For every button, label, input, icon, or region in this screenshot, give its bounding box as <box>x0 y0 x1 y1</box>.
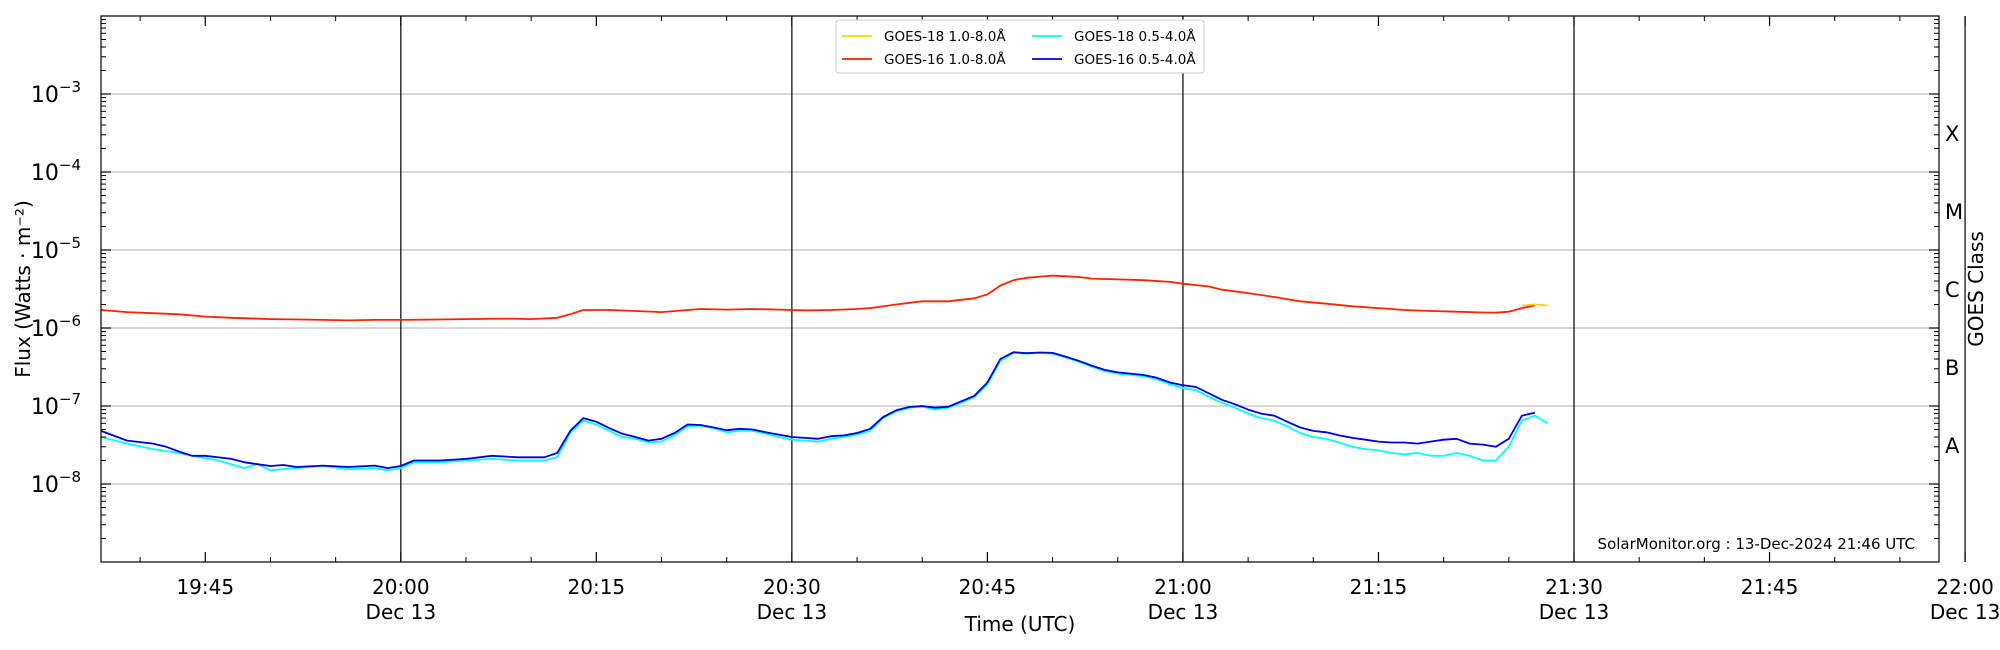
goes-class-axis-label: GOES Class <box>1964 231 1988 347</box>
x-tick-date-label: Dec 13 <box>366 600 437 624</box>
x-tick-label: 19:45 <box>176 575 234 599</box>
y-tick-label: 10−4 <box>31 156 81 186</box>
x-axis-label: Time (UTC) <box>964 612 1076 636</box>
legend-entry-label: GOES-18 1.0-8.0Å <box>884 28 1006 45</box>
goes-class-label: X <box>1945 122 1959 146</box>
series-line-goes-18-0-5-4-0- <box>100 352 1549 472</box>
y-axis-label: Flux (Watts · m⁻²) <box>11 200 35 378</box>
x-tick-label: 20:15 <box>568 575 626 599</box>
goes-class-label: A <box>1945 434 1960 458</box>
series-line-goes-18-1-0-8-0- <box>1521 303 1548 307</box>
x-tick-label: 21:30 <box>1545 575 1603 599</box>
y-tick-label: 10−3 <box>31 78 81 108</box>
goes-class-label: C <box>1945 278 1960 302</box>
series-line-goes-16-1-0-8-0- <box>100 274 1536 322</box>
x-tick-label: 22:00 <box>1936 575 1994 599</box>
x-tick-label: 21:45 <box>1741 575 1799 599</box>
y-axis: 10−3 10−4 10−5 10−6 10−7 10−8 <box>31 19 1939 540</box>
y-tick-label: 10−8 <box>31 468 81 498</box>
goes-class-axis: X M C B A <box>1945 122 1963 458</box>
x-tick-date-label: Dec 13 <box>1539 600 1610 624</box>
x-tick-label: 20:45 <box>959 575 1017 599</box>
legend-entry-label: GOES-18 0.5-4.0Å <box>1074 28 1196 45</box>
x-tick-date-label: Dec 13 <box>757 600 828 624</box>
x-tick-date-label: Dec 13 <box>1148 600 1219 624</box>
goes-class-label: B <box>1945 356 1959 380</box>
x-tick-label: 20:30 <box>763 575 821 599</box>
goes-class-label: M <box>1945 200 1963 224</box>
y-tick-label: 10−7 <box>31 390 81 420</box>
series-line-goes-16-0-5-4-0- <box>100 351 1536 469</box>
legend-entry-label: GOES-16 0.5-4.0Å <box>1074 51 1196 68</box>
x-tick-label: 21:00 <box>1154 575 1212 599</box>
x-tick-label: 21:15 <box>1350 575 1408 599</box>
day-lines <box>400 16 1966 562</box>
x-tick-label: 20:00 <box>372 575 430 599</box>
x-tick-date-label: Dec 13 <box>1930 600 2000 624</box>
grid-layer <box>101 93 1939 485</box>
legend-box <box>835 19 1205 74</box>
series-layer <box>100 274 1549 472</box>
legend: GOES-18 1.0-8.0Å GOES-18 0.5-4.0Å GOES-16 … <box>835 19 1205 74</box>
solarmonitor-annotation: SolarMonitor.org : 13-Dec-2024 21:46 UTC <box>1598 535 1915 553</box>
legend-entry-label: GOES-16 1.0-8.0Å <box>884 51 1006 68</box>
y-tick-label: 10−5 <box>31 234 81 264</box>
y-tick-label: 10−6 <box>31 312 81 342</box>
plot-area <box>100 15 1940 563</box>
